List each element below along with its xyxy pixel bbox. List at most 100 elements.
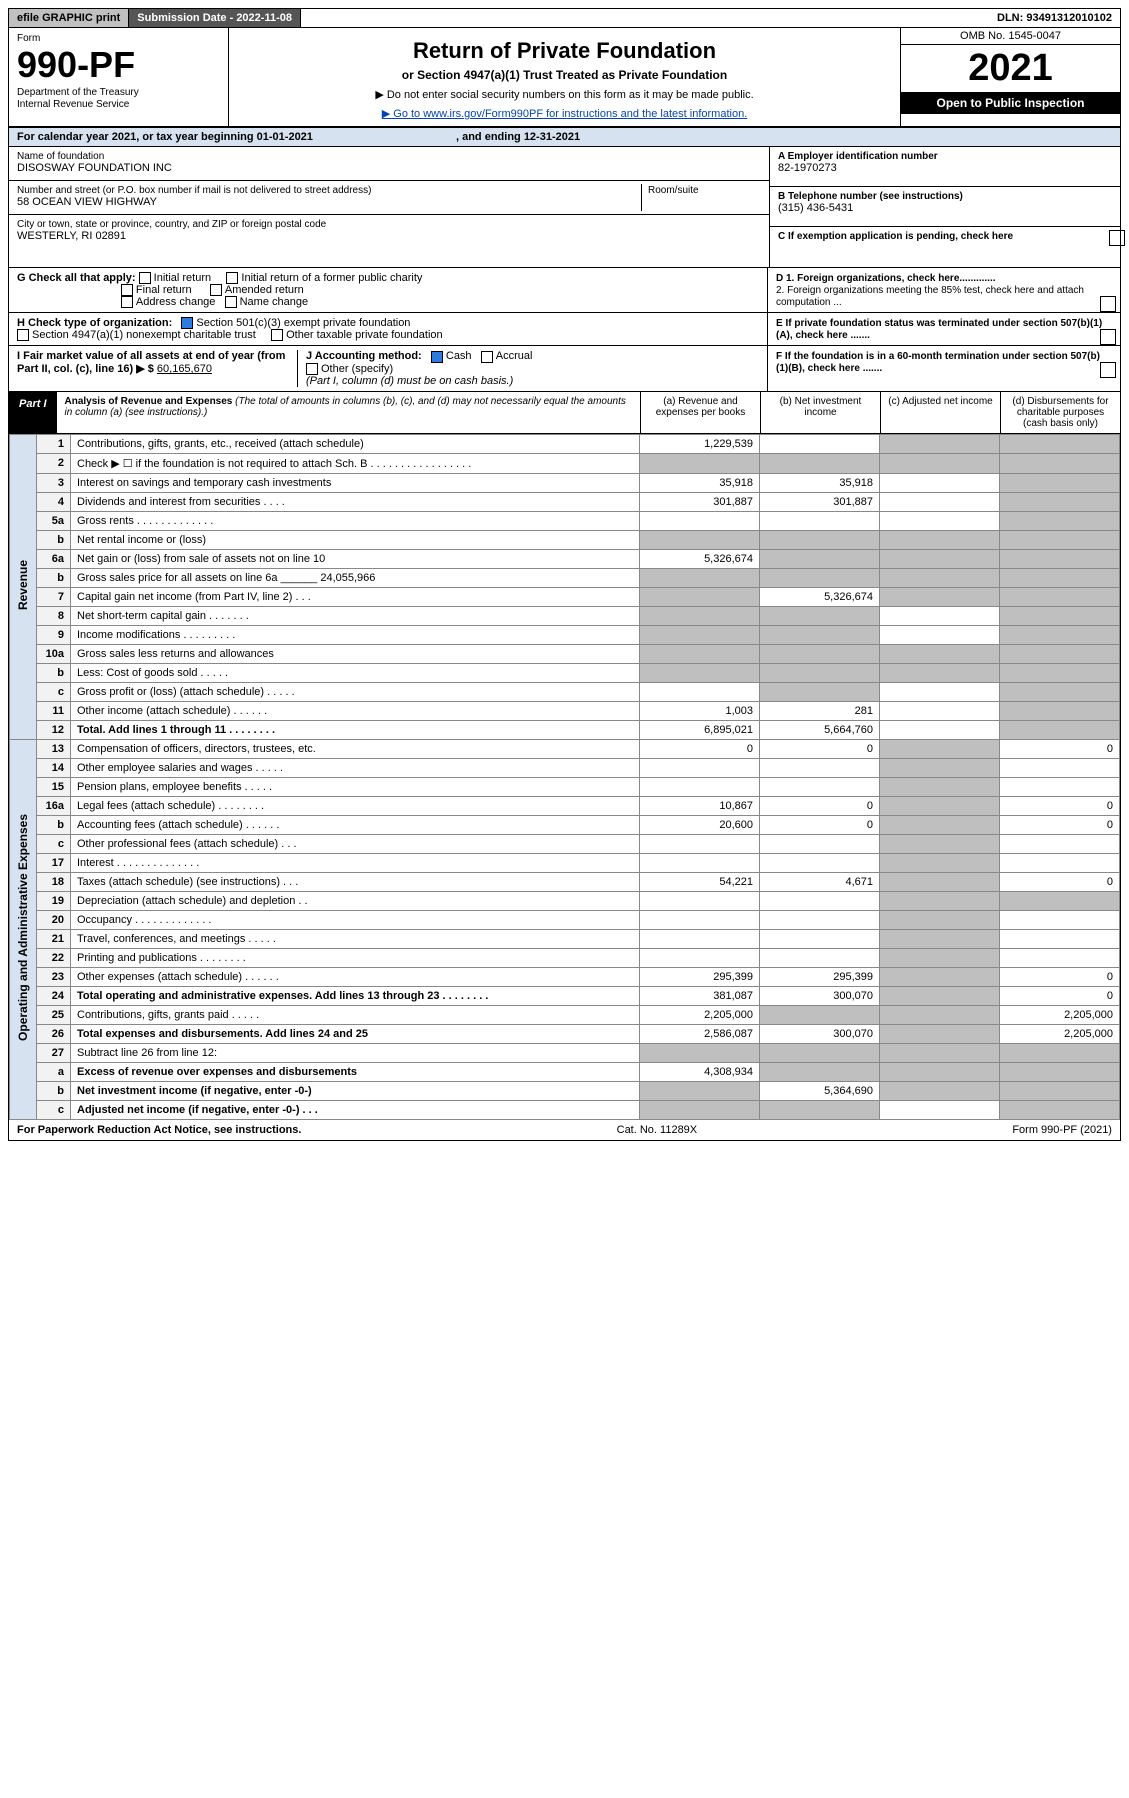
row-desc: Income modifications . . . . . . . . .: [71, 625, 640, 644]
table-row: 25Contributions, gifts, grants paid . . …: [10, 1005, 1120, 1024]
row-number: 14: [37, 758, 71, 777]
note-2[interactable]: ▶ Go to www.irs.gov/Form990PF for instru…: [237, 107, 892, 120]
table-cell: [880, 796, 1000, 815]
name-row: Name of foundation DISOSWAY FOUNDATION I…: [9, 147, 769, 181]
table-cell: [880, 1081, 1000, 1100]
f-label: F If the foundation is in a 60-month ter…: [776, 351, 1100, 374]
omb-number: OMB No. 1545-0047: [901, 28, 1120, 45]
table-cell: 0: [640, 739, 760, 758]
row-desc: Gross sales less returns and allowances: [71, 644, 640, 663]
row-number: 15: [37, 777, 71, 796]
table-row: 2Check ▶ ☐ if the foundation is not requ…: [10, 453, 1120, 473]
form-header: Form 990-PF Department of the Treasury I…: [9, 28, 1120, 128]
table-cell: [760, 549, 880, 568]
table-cell: [1000, 720, 1120, 739]
chk-amended[interactable]: [210, 284, 222, 296]
row-number: 9: [37, 625, 71, 644]
h-row: H Check type of organization: Section 50…: [9, 313, 1120, 346]
table-cell: [880, 929, 1000, 948]
h-label: H Check type of organization:: [17, 317, 172, 329]
table-cell: [880, 1062, 1000, 1081]
chk-accrual[interactable]: [481, 351, 493, 363]
table-cell: 0: [760, 796, 880, 815]
j-label: J Accounting method:: [306, 350, 422, 362]
table-cell: [1000, 891, 1120, 910]
table-cell: [640, 1100, 760, 1119]
table-row: 26Total expenses and disbursements. Add …: [10, 1024, 1120, 1043]
table-cell: [1000, 948, 1120, 967]
table-cell: [1000, 644, 1120, 663]
row-desc: Occupancy . . . . . . . . . . . . .: [71, 910, 640, 929]
row-number: 6a: [37, 549, 71, 568]
table-cell: [760, 891, 880, 910]
table-cell: [1000, 492, 1120, 511]
chk-final[interactable]: [121, 284, 133, 296]
c-label: C If exemption application is pending, c…: [778, 231, 1013, 242]
table-row: 27Subtract line 26 from line 12:: [10, 1043, 1120, 1062]
chk-initial-former[interactable]: [226, 272, 238, 284]
row-desc: Taxes (attach schedule) (see instruction…: [71, 872, 640, 891]
table-cell: [1000, 682, 1120, 701]
table-cell: [760, 1100, 880, 1119]
open-to-public: Open to Public Inspection: [901, 92, 1120, 114]
chk-name[interactable]: [225, 296, 237, 308]
table-cell: [760, 682, 880, 701]
row-number: b: [37, 663, 71, 682]
table-cell: 381,087: [640, 986, 760, 1005]
table-cell: [640, 453, 760, 473]
row-desc: Depreciation (attach schedule) and deple…: [71, 891, 640, 910]
table-cell: 5,326,674: [640, 549, 760, 568]
i-value: 60,165,670: [157, 363, 212, 375]
table-cell: 1,229,539: [640, 434, 760, 453]
table-row: 22Printing and publications . . . . . . …: [10, 948, 1120, 967]
table-row: 4Dividends and interest from securities …: [10, 492, 1120, 511]
row-number: c: [37, 682, 71, 701]
table-cell: [880, 853, 1000, 872]
street-row: Number and street (or P.O. box number if…: [9, 181, 769, 215]
table-cell: [640, 625, 760, 644]
chk-other-acct[interactable]: [306, 363, 318, 375]
chk-initial[interactable]: [139, 272, 151, 284]
table-cell: [760, 1043, 880, 1062]
table-row: bLess: Cost of goods sold . . . . .: [10, 663, 1120, 682]
g-left: G Check all that apply: Initial return I…: [9, 268, 767, 312]
table-cell: [880, 815, 1000, 834]
table-cell: 300,070: [760, 986, 880, 1005]
table-cell: 301,887: [760, 492, 880, 511]
table-row: 3Interest on savings and temporary cash …: [10, 473, 1120, 492]
table-cell: 5,364,690: [760, 1081, 880, 1100]
table-cell: [1000, 587, 1120, 606]
row-desc: Compensation of officers, directors, tru…: [71, 739, 640, 758]
chk-addr[interactable]: [121, 296, 133, 308]
ij-left: I Fair market value of all assets at end…: [9, 346, 767, 390]
chk-4947[interactable]: [17, 329, 29, 341]
row-desc: Travel, conferences, and meetings . . . …: [71, 929, 640, 948]
table-cell: 5,664,760: [760, 720, 880, 739]
table-cell: [880, 1043, 1000, 1062]
table-row: 6aNet gain or (loss) from sale of assets…: [10, 549, 1120, 568]
table-row: 11Other income (attach schedule) . . . .…: [10, 701, 1120, 720]
city-label: City or town, state or province, country…: [17, 219, 326, 230]
row-number: 12: [37, 720, 71, 739]
table-cell: [880, 511, 1000, 530]
table-cell: [760, 1062, 880, 1081]
chk-cash[interactable]: [431, 351, 443, 363]
g-row: G Check all that apply: Initial return I…: [9, 268, 1120, 313]
table-cell: [640, 682, 760, 701]
chk-other-tax[interactable]: [271, 329, 283, 341]
table-cell: [640, 511, 760, 530]
row-number: 22: [37, 948, 71, 967]
table-cell: [640, 587, 760, 606]
row-desc: Total expenses and disbursements. Add li…: [71, 1024, 640, 1043]
form-page: efile GRAPHIC print Submission Date - 20…: [8, 8, 1121, 1141]
table-cell: [640, 1081, 760, 1100]
table-cell: [880, 948, 1000, 967]
table-cell: [880, 872, 1000, 891]
table-row: 20Occupancy . . . . . . . . . . . . .: [10, 910, 1120, 929]
chk-501c3[interactable]: [181, 317, 193, 329]
table-cell: [1000, 530, 1120, 549]
table-row: 8Net short-term capital gain . . . . . .…: [10, 606, 1120, 625]
row-number: 8: [37, 606, 71, 625]
table-cell: [1000, 473, 1120, 492]
ein-label: A Employer identification number: [778, 151, 938, 162]
